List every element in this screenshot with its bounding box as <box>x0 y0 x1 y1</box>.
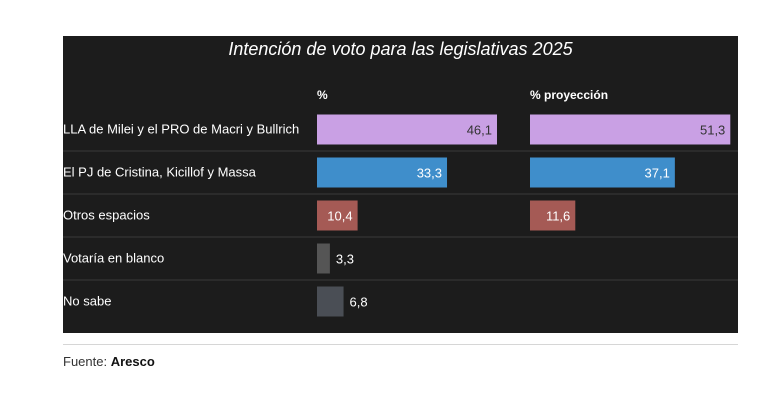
category-label: No sabe <box>63 294 111 309</box>
bar <box>317 243 330 274</box>
bar <box>317 286 344 317</box>
source-note: Fuente: Aresco <box>63 344 738 369</box>
source-name: Aresco <box>110 354 155 369</box>
chart-panel: Intención de voto para las legislativas … <box>63 36 738 333</box>
bar <box>317 200 358 231</box>
column-header-projection: % proyección <box>530 88 609 102</box>
data-label: 46,1 <box>467 123 492 138</box>
data-label: 37,1 <box>645 166 670 181</box>
bar <box>317 114 497 145</box>
data-label: 10,4 <box>327 209 352 224</box>
data-label: 11,6 <box>546 209 570 224</box>
bar <box>530 114 731 145</box>
source-prefix: Fuente: <box>63 354 108 369</box>
category-label: Votaría en blanco <box>63 251 164 266</box>
bar <box>530 200 576 231</box>
data-label: 51,3 <box>700 123 725 138</box>
category-label: El PJ de Cristina, Kicillof y Massa <box>63 165 257 180</box>
category-label: LLA de Milei y el PRO de Macri y Bullric… <box>63 122 299 137</box>
bar <box>530 157 675 188</box>
category-label: Otros espacios <box>63 208 150 223</box>
chart-title: Intención de voto para las legislativas … <box>228 39 573 59</box>
data-label: 6,8 <box>350 295 368 310</box>
data-label: 3,3 <box>336 252 354 267</box>
bar <box>317 157 448 188</box>
column-header-percent: % <box>317 88 328 102</box>
bar-chart: LLA de Milei y el PRO de Macri y Bullric… <box>63 114 738 317</box>
data-label: 33,3 <box>417 166 442 181</box>
